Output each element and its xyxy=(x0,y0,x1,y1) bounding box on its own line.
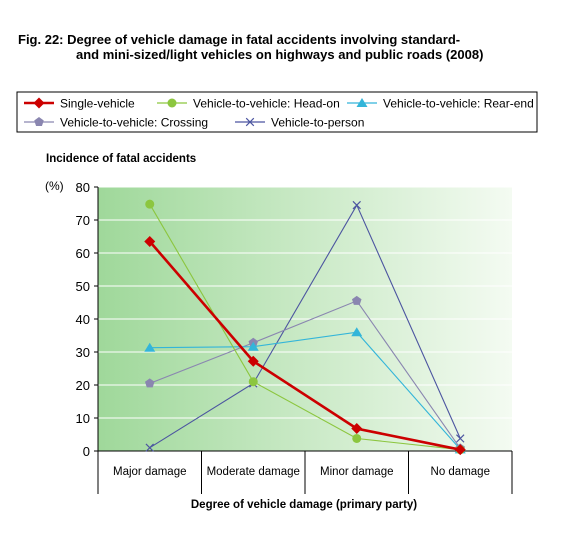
data-point xyxy=(144,342,156,352)
series-line xyxy=(149,331,461,450)
data-point xyxy=(351,295,362,305)
data-point xyxy=(352,433,362,443)
legend-box xyxy=(16,91,538,133)
legend-swatch-marker xyxy=(245,117,255,127)
data-point xyxy=(145,443,154,452)
data-point xyxy=(351,327,363,337)
y-axis-ticks: 0 10 20 30 40 50 60 70 80 xyxy=(76,180,99,459)
legend-swatch-marker xyxy=(33,97,45,109)
data-point xyxy=(351,423,363,435)
y-tick-label: 40 xyxy=(76,312,90,327)
legend-label: Vehicle-to-vehicle: Crossing xyxy=(60,116,208,130)
chart-title-line-2: and mini-sized/light vehicles on highway… xyxy=(76,47,484,62)
x-axis-label: Degree of vehicle damage (primary party) xyxy=(191,499,417,511)
series-line xyxy=(148,240,461,451)
legend-entry: Vehicle-to-vehicle: Rear-end xyxy=(347,97,534,111)
series-group xyxy=(144,199,466,456)
x-tick-label: No damage xyxy=(431,466,490,478)
y-axis-unit: (%) xyxy=(45,179,64,193)
x-axis: Major damage Moderate damage Minor damage N… xyxy=(97,450,513,494)
y-tick-label: 20 xyxy=(76,378,90,393)
legend-swatch-marker xyxy=(34,117,44,127)
y-tick-label: 0 xyxy=(83,444,90,459)
x-tick-label: Major damage xyxy=(113,466,187,478)
legend-entry: Single-vehicle xyxy=(24,97,135,111)
x-tick-label: Minor damage xyxy=(320,466,394,478)
series-line xyxy=(149,203,461,451)
data-point xyxy=(247,355,259,367)
y-tick-label: 60 xyxy=(76,246,90,261)
data-point xyxy=(352,200,361,210)
series-line xyxy=(149,203,461,449)
legend-label: Vehicle-to-vehicle: Head-on xyxy=(193,97,340,111)
series-line xyxy=(149,300,461,449)
y-tick-label: 30 xyxy=(76,345,90,360)
legend-label: Vehicle-to-vehicle: Rear-end xyxy=(383,97,534,111)
legend-label: Single-vehicle xyxy=(60,97,135,111)
legend: Single-vehicle Vehicle-to-vehicle: Head-o… xyxy=(24,97,534,130)
legend-swatch-marker xyxy=(356,98,368,107)
data-point xyxy=(144,378,155,388)
data-point xyxy=(248,377,258,387)
legend-swatch-marker xyxy=(167,98,177,108)
data-point xyxy=(144,235,156,247)
y-tick-label: 80 xyxy=(76,180,90,195)
legend-entry: Vehicle-to-person xyxy=(235,116,364,130)
y-tick-label: 70 xyxy=(76,213,90,228)
y-axis-label: Incidence of fatal accidents xyxy=(46,153,196,165)
legend-label: Vehicle-to-person xyxy=(271,116,364,130)
data-point xyxy=(247,341,259,351)
data-point xyxy=(145,199,155,209)
y-tick-label: 10 xyxy=(76,411,90,426)
y-tick-label: 50 xyxy=(76,279,90,294)
x-tick-label: Moderate damage xyxy=(207,466,300,478)
data-point xyxy=(454,444,466,456)
legend-entry: Vehicle-to-vehicle: Head-on xyxy=(157,97,340,111)
data-point xyxy=(456,434,465,443)
chart-title: Fig. 22: Degree of vehicle damage in fat… xyxy=(18,32,548,62)
legend-entry: Vehicle-to-vehicle: Crossing xyxy=(24,116,208,130)
gridlines xyxy=(98,186,512,419)
series-0 xyxy=(144,235,466,456)
chart-title-line-1: Fig. 22: Degree of vehicle damage in fat… xyxy=(18,32,461,47)
